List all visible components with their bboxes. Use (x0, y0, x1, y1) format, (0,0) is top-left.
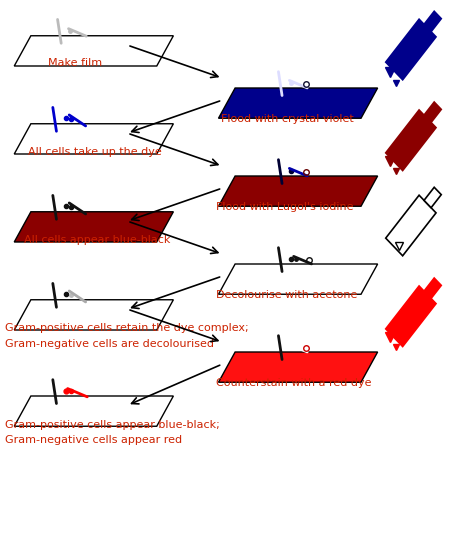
Polygon shape (424, 188, 441, 208)
Polygon shape (218, 352, 378, 382)
Polygon shape (424, 278, 441, 299)
Polygon shape (218, 176, 378, 206)
Polygon shape (14, 212, 173, 242)
Text: All cells take up the dye: All cells take up the dye (28, 147, 162, 157)
Polygon shape (218, 88, 378, 118)
Polygon shape (14, 124, 173, 154)
Polygon shape (218, 264, 378, 294)
Polygon shape (14, 396, 173, 426)
Text: Make film: Make film (48, 58, 102, 68)
Polygon shape (424, 102, 441, 123)
Text: Counterstain with a red dye: Counterstain with a red dye (216, 378, 371, 388)
Text: Gram-positive cells appear blue-black;: Gram-positive cells appear blue-black; (5, 420, 219, 430)
Text: Gram-negative cells are decolourised: Gram-negative cells are decolourised (5, 339, 214, 349)
Text: Flood with crystal violet: Flood with crystal violet (221, 114, 353, 124)
Polygon shape (14, 36, 173, 66)
Polygon shape (386, 19, 436, 80)
Text: All cells appear blue-black: All cells appear blue-black (24, 235, 170, 245)
Text: Flood with Lugol's iodine: Flood with Lugol's iodine (216, 202, 353, 212)
Text: Gram-positive cells retain the dye complex;: Gram-positive cells retain the dye compl… (5, 323, 248, 333)
Polygon shape (386, 110, 436, 170)
Polygon shape (386, 195, 436, 256)
Polygon shape (14, 300, 173, 330)
Polygon shape (386, 286, 436, 346)
Text: Gram-negative cells appear red: Gram-negative cells appear red (5, 435, 182, 445)
Polygon shape (424, 12, 441, 32)
Text: Decolourise with acetone: Decolourise with acetone (216, 290, 358, 300)
